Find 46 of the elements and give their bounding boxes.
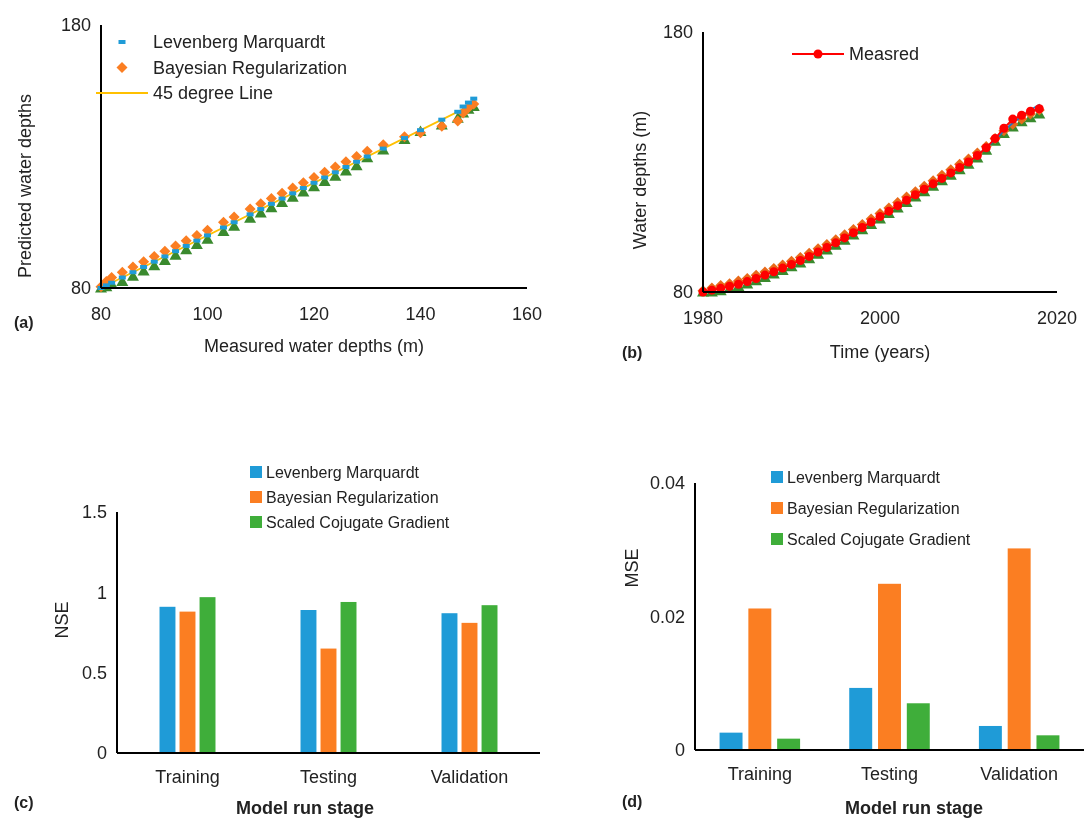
x-tick-label: Testing xyxy=(299,767,358,787)
y-axis-title: NSE xyxy=(52,601,73,639)
x-axis-title: Model run stage xyxy=(235,798,375,818)
y-tick-label: 0 xyxy=(96,743,107,764)
x-tick-label: 100 xyxy=(192,304,223,324)
x-tick-label: 1980 xyxy=(682,308,724,328)
y-axis-title: Water depths (m) xyxy=(630,110,651,250)
x-tick-label: 2000 xyxy=(859,308,901,328)
y-axis-title: Predicted water depths xyxy=(15,93,36,279)
y-tick-label: 1 xyxy=(96,582,107,603)
y-tick-label: 0.04 xyxy=(649,473,685,494)
x-axis-title: Measured water depths (m) xyxy=(203,336,425,356)
legend-label: Bayesian Regularization xyxy=(153,57,348,78)
legend-label: Levenberg Marquardt xyxy=(787,468,941,486)
x-axis-title: Time (years) xyxy=(829,342,931,362)
y-tick-label: 1.5 xyxy=(81,502,107,523)
text: (c) xyxy=(14,794,34,811)
x-axis-title: Model run stage xyxy=(844,798,984,818)
text: (d) xyxy=(622,793,643,810)
legend-label: Scaled Cojugate Gradient xyxy=(266,513,450,531)
legend-label: Bayesian Regularization xyxy=(266,488,439,506)
y-tick-label: 80 xyxy=(70,278,91,299)
y-axis-title: MSE xyxy=(622,548,643,588)
legend-label: Scaled Cojugate Gradient xyxy=(787,530,971,548)
x-tick-label: Validation xyxy=(430,767,509,787)
y-tick-label: 80 xyxy=(672,282,693,303)
x-tick-label: Training xyxy=(727,764,793,784)
legend-label: 45 degree Line xyxy=(153,83,274,104)
x-tick-label: 2020 xyxy=(1036,308,1078,328)
y-tick-label: 0.5 xyxy=(81,662,107,683)
y-tick-label: 180 xyxy=(662,22,693,43)
x-tick-label: Training xyxy=(155,767,220,787)
legend-label: Levenberg Marquardt xyxy=(153,32,326,53)
legend-label: Levenberg Marquardt xyxy=(266,463,420,481)
y-tick-label: 180 xyxy=(60,15,91,36)
x-tick-label: Testing xyxy=(860,764,919,784)
legend-label: Bayesian Regularization xyxy=(787,499,960,517)
text: (a) xyxy=(14,314,34,331)
legend-label: Measred xyxy=(849,44,920,65)
x-tick-label: 160 xyxy=(511,304,543,324)
y-tick-label: 0.02 xyxy=(649,606,685,627)
y-tick-label: 0 xyxy=(674,740,685,761)
text: (b) xyxy=(622,344,643,361)
x-tick-label: 120 xyxy=(298,304,330,324)
x-tick-label: 140 xyxy=(405,304,436,324)
x-tick-label: Validation xyxy=(980,764,1059,784)
